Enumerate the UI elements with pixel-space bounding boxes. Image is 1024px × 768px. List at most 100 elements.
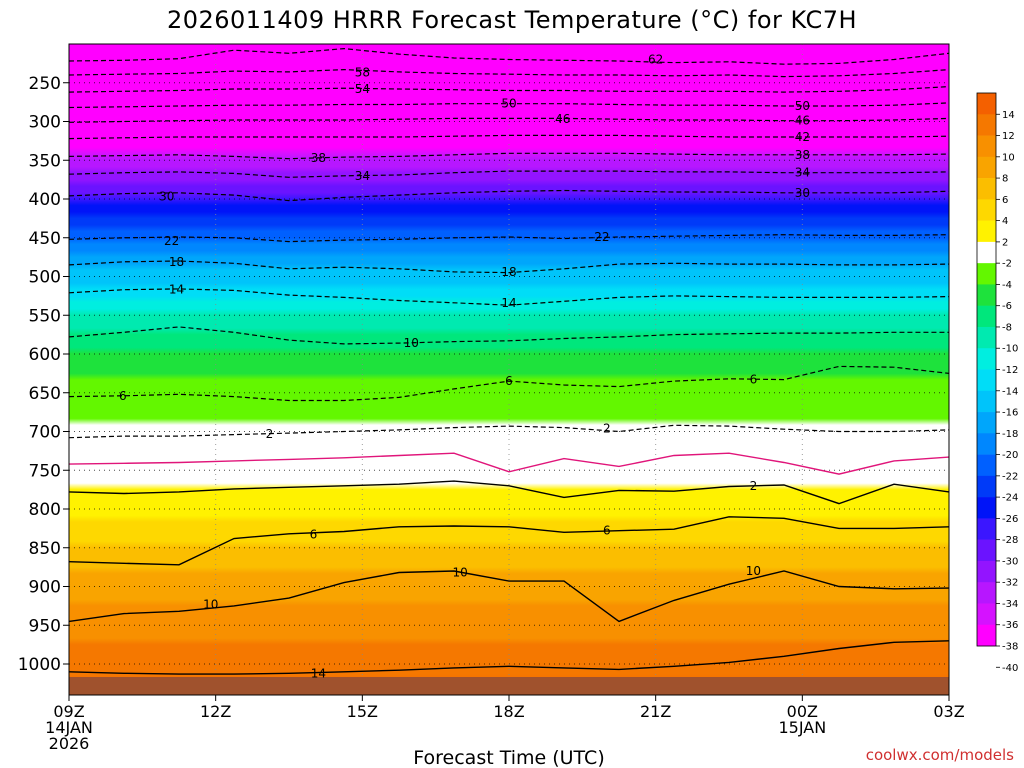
- pressure-tick-label: 400: [29, 190, 61, 210]
- contour-label: 10: [203, 597, 218, 611]
- colorbar: 14 12 10 8 6 4 2 -2 -4 -6 -8 -10 -12 -14 -16 -18 -20 -22 -…: [976, 92, 1018, 674]
- contour-label: 46: [555, 112, 570, 126]
- pressure-tick-label: 350: [29, 151, 61, 171]
- colorbar-tick-label: -18: [1002, 429, 1018, 440]
- isotherm-line: [69, 134, 949, 140]
- colorbar-tick-label: 2: [1002, 237, 1008, 248]
- colorbar-tick-label: -38: [1002, 642, 1018, 653]
- isotherm-contours: [69, 47, 949, 675]
- time-tick-label: 14JAN: [45, 718, 93, 737]
- contour-label: 18: [169, 255, 184, 269]
- contour-label: 50: [795, 99, 810, 113]
- isotherm-line: [69, 365, 949, 402]
- colorbar-tick-label: -28: [1002, 535, 1018, 546]
- pressure-tick-label: 1000: [18, 655, 61, 675]
- colorbar-swatch: [977, 284, 996, 306]
- time-tick-label: 12Z: [200, 702, 231, 721]
- isotherm-line: [69, 570, 949, 623]
- isotherm-line: [69, 424, 949, 439]
- plot-area: [69, 44, 949, 695]
- time-tick-label: 2026: [49, 734, 90, 753]
- colorbar-tick-label: 4: [1002, 216, 1008, 227]
- contour-label: 46: [795, 114, 810, 128]
- colorbar-swatch: [977, 93, 996, 115]
- contour-label: 10: [746, 564, 761, 578]
- colorbar-swatch: [977, 412, 996, 434]
- pressure-axis: 250 300 350 400 450 500 550 600 650 700 750 800 850 9…: [18, 74, 69, 675]
- colorbar-tick-label: -26: [1002, 514, 1018, 525]
- colorbar-swatch: [977, 263, 996, 285]
- pressure-tick-label: 750: [29, 461, 61, 481]
- pressure-tick-label: 450: [29, 229, 61, 249]
- isotherm-line: [69, 189, 949, 202]
- contour-label: 6: [603, 524, 611, 538]
- colorbar-swatch: [977, 241, 996, 264]
- contour-label: 6: [119, 389, 127, 403]
- pressure-tick-label: 650: [29, 384, 61, 404]
- credit-link[interactable]: coolwx.com/models: [866, 746, 1014, 764]
- contour-label: 34: [355, 169, 370, 183]
- contour-label: 42: [795, 130, 810, 144]
- pressure-tick-label: 250: [29, 74, 61, 94]
- colorbar-tick-label: -2: [1002, 259, 1012, 270]
- contour-label: 2: [603, 421, 611, 435]
- time-gridlines: [69, 44, 949, 695]
- contour-label: 14: [311, 666, 326, 680]
- isotherm-line: [69, 86, 949, 93]
- colorbar-swatch: [977, 390, 996, 413]
- isotherm-line: [69, 117, 949, 123]
- pressure-tick-label: 500: [29, 268, 61, 288]
- pressure-tick-label: 550: [29, 306, 61, 326]
- contour-label: 6: [310, 528, 318, 542]
- isotherm-line: [69, 68, 949, 78]
- colorbar-swatch: [977, 156, 996, 179]
- time-tick-label: 00Z: [787, 702, 818, 721]
- chart-title: 2026011409 HRRR Forecast Temperature (°C…: [167, 6, 857, 34]
- colorbar-swatch: [977, 348, 996, 370]
- isotherm-line: [69, 452, 949, 475]
- contour-label: 50: [501, 97, 516, 111]
- time-tick-label: 09Z: [53, 702, 84, 721]
- isotherm-line: [69, 326, 949, 345]
- isotherm-line: [69, 516, 949, 566]
- contour-label: 2: [266, 427, 274, 441]
- colorbar-swatch: [977, 369, 996, 392]
- colorbar-swatch: [977, 433, 996, 455]
- pressure-tick-label: 850: [29, 539, 61, 559]
- contour-label: 6: [750, 373, 758, 387]
- contour-label: 58: [355, 66, 370, 80]
- time-tick-label: 18Z: [493, 702, 524, 721]
- isotherm-line: [69, 102, 949, 109]
- colorbar-swatch: [977, 624, 996, 647]
- time-tick-label: 15JAN: [778, 718, 826, 737]
- pressure-tick-label: 900: [29, 578, 61, 598]
- colorbar-tick-label: -34: [1002, 599, 1018, 610]
- colorbar-tick-label: 14: [1002, 110, 1015, 121]
- colorbar-swatch: [977, 539, 996, 562]
- isotherm-line: [69, 152, 949, 160]
- x-axis-label: Forecast Time (UTC): [413, 747, 604, 768]
- pressure-tick-label: 800: [29, 500, 61, 520]
- colorbar-tick-label: 12: [1002, 131, 1015, 142]
- colorbar-swatch: [977, 135, 996, 158]
- contour-label: 38: [795, 148, 810, 162]
- contour-label: 22: [164, 234, 179, 248]
- isotherm-line: [69, 480, 949, 505]
- colorbar-tick-label: 10: [1002, 152, 1015, 163]
- colorbar-tick-label: -24: [1002, 493, 1018, 504]
- isotherm-line: [69, 260, 949, 274]
- colorbar-tick-label: -16: [1002, 408, 1018, 419]
- colorbar-swatch: [977, 178, 996, 200]
- contour-label: 30: [795, 186, 810, 200]
- colorbar-swatch: [977, 220, 996, 243]
- isotherm-line: [69, 47, 949, 65]
- colorbar-swatch: [977, 199, 996, 221]
- colorbar-swatch: [977, 497, 996, 519]
- contour-label: 54: [355, 82, 370, 96]
- colorbar-tick-label: -22: [1002, 471, 1018, 482]
- colorbar-swatch: [977, 475, 996, 498]
- colorbar-swatch: [977, 518, 996, 540]
- colorbar-tick-label: -8: [1002, 322, 1012, 333]
- colorbar-tick-label: 6: [1002, 195, 1008, 206]
